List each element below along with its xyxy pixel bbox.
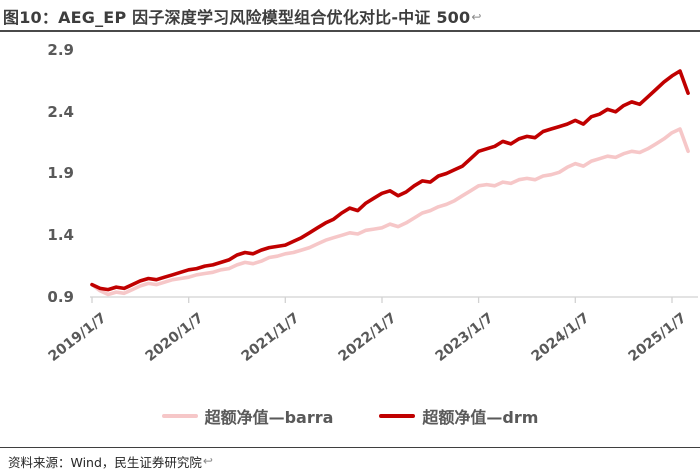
y-axis-tick-label: 1.4: [47, 226, 74, 244]
legend-item-barra: 超额净值—barra: [161, 404, 334, 428]
chart-legend: 超额净值—barra 超额净值—drm: [0, 403, 700, 429]
source-note: 资料来源：Wind，民生证券研究院↩: [8, 452, 213, 471]
paragraph-return-icon: ↩: [471, 10, 482, 24]
y-axis-tick-label: 1.9: [47, 164, 74, 182]
figure-title: 图10：AEG_EP 因子深度学习风险模型组合优化对比-中证 500↩: [3, 4, 482, 28]
source-divider: [0, 447, 700, 448]
legend-label-drm: 超额净值—drm: [422, 408, 539, 427]
legend-item-drm: 超额净值—drm: [379, 404, 538, 428]
series-line-barra: [90, 127, 690, 297]
series-line-drm: [90, 69, 690, 292]
legend-swatch-barra: [161, 414, 198, 418]
title-divider: [0, 30, 700, 32]
source-text: 资料来源：Wind，民生证券研究院: [8, 455, 202, 470]
figure-title-text: 图10：AEG_EP 因子深度学习风险模型组合优化对比-中证 500: [3, 8, 471, 27]
y-axis-tick-label: 2.9: [47, 41, 74, 59]
legend-label-barra: 超额净值—barra: [204, 408, 334, 427]
paragraph-return-icon: ↩: [202, 454, 213, 468]
legend-swatch-drm: [379, 414, 416, 418]
line-chart-plot: [90, 69, 698, 303]
y-axis-tick-label: 2.4: [47, 103, 74, 121]
y-axis-tick-label: 0.9: [47, 288, 74, 306]
